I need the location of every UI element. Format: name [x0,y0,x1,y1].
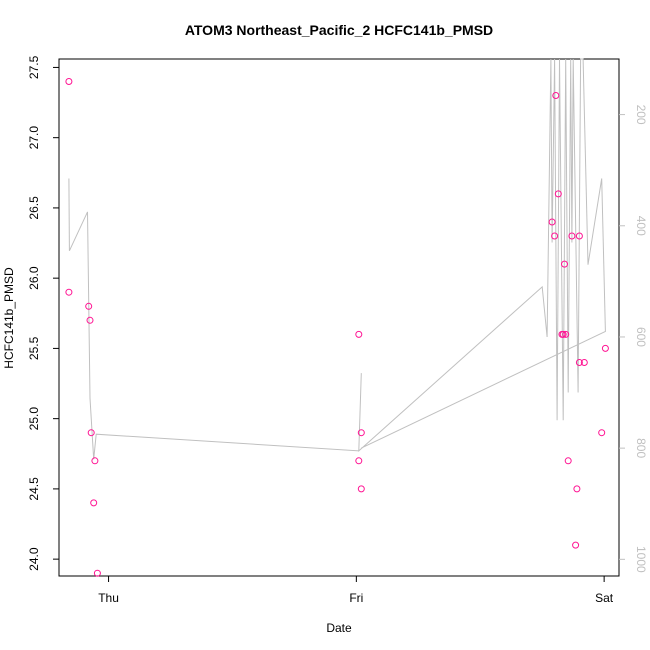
data-point-13 [551,232,559,240]
right-y-axis: 200 400 600 800 1000 [619,105,648,573]
data-point-6 [91,457,99,465]
x-axis: Thu Fri Sat [98,576,614,605]
data-point-17 [559,330,567,338]
data-point-18 [561,260,568,268]
data-point-23 [573,485,581,493]
y-tick-label-4: 26.0 [27,266,41,290]
x-axis-label: Date [326,621,352,635]
right-y-tick-label-1: 400 [634,216,648,236]
data-point-4 [87,429,95,437]
grey-line [68,58,606,460]
data-point-28 [601,344,609,352]
right-y-tick-label-4: 1000 [634,546,648,573]
data-point-20 [564,457,572,465]
data-point-7 [93,569,101,577]
data-point-26 [580,359,588,366]
point-series [65,78,609,577]
y-axis-label: HCFC141b_PMSD [2,267,16,369]
plot-area [58,58,620,577]
data-point-2 [85,302,93,310]
data-point-10 [357,429,365,437]
data-point-14 [552,92,560,99]
y-axis: 24.0 24.5 25.0 25.5 26.0 26.5 27.0 27.5 [27,55,59,571]
y-tick-label-2: 25.0 [27,407,41,431]
data-point-9 [355,457,363,465]
data-point-21 [568,232,576,240]
chart-title: ATOM3 Northeast_Pacific_2 HCFC141b_PMSD [185,22,493,38]
data-point-24 [575,359,583,366]
y-tick-label-0: 24.0 [27,547,41,571]
data-point-12 [548,218,556,226]
data-point-19 [562,330,570,338]
x-tick-label-2: Sat [595,591,614,605]
data-point-1 [65,288,73,296]
data-point-22 [572,541,580,549]
data-point-5 [90,499,98,507]
x-tick-label-1: Fri [349,591,363,605]
x-tick-label-0: Thu [98,591,119,605]
grey-line-series [68,58,606,460]
y-tick-label-3: 25.5 [27,336,41,360]
y-tick-label-7: 27.5 [27,55,41,79]
y-tick-label-1: 24.5 [27,477,41,501]
data-point-3 [86,316,94,324]
data-point-11 [357,485,365,493]
data-point-27 [598,429,606,437]
data-point-8 [355,330,363,338]
right-y-tick-label-0: 200 [634,105,648,125]
y-tick-label-6: 27.0 [27,126,41,150]
data-point-15 [554,190,562,198]
data-point-25 [575,232,583,240]
right-y-tick-label-3: 800 [634,438,648,458]
y-tick-label-5: 26.5 [27,196,41,220]
data-point-0 [65,78,73,85]
right-y-tick-label-2: 600 [634,327,648,347]
